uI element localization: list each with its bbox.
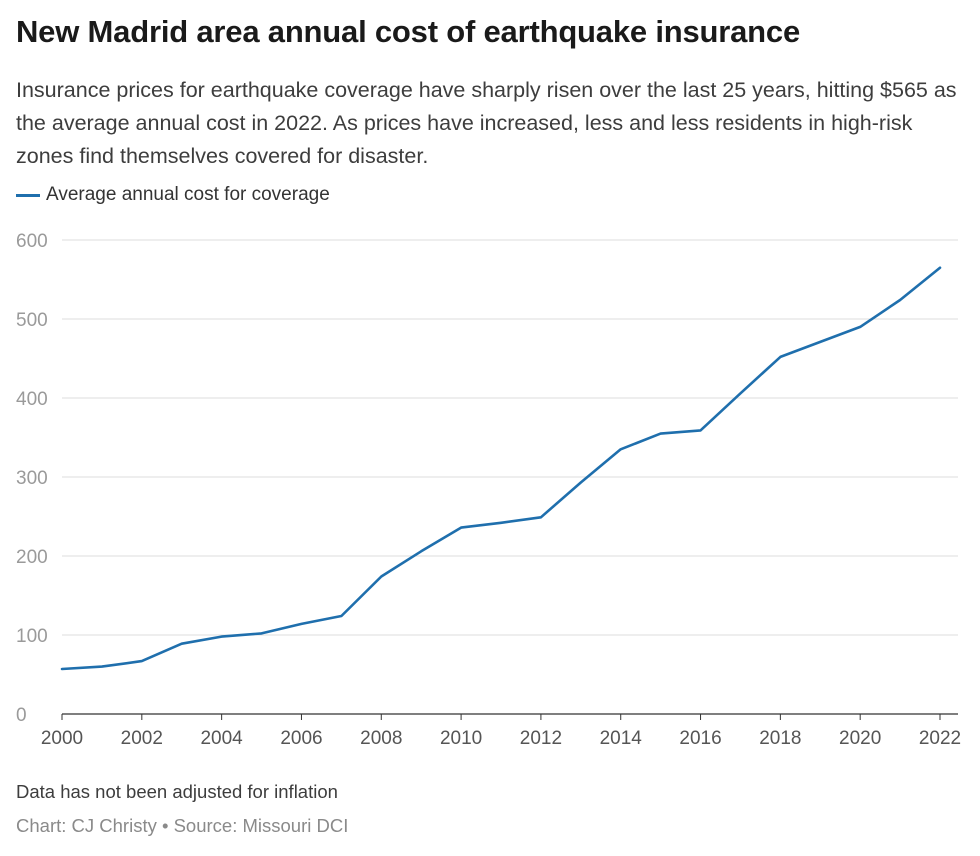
x-tick-label: 2012 — [520, 728, 562, 749]
legend-label: Average annual cost for coverage — [46, 184, 330, 205]
series-line — [60, 266, 942, 671]
data-point — [778, 355, 782, 359]
data-point — [539, 515, 543, 519]
data-point — [459, 526, 463, 530]
x-tick-label: 2000 — [41, 728, 83, 749]
y-tick-label: 500 — [16, 310, 48, 331]
x-tick-label: 2010 — [440, 728, 482, 749]
data-point — [699, 428, 703, 432]
data-point — [300, 622, 304, 626]
x-tick-label: 2016 — [679, 728, 721, 749]
x-tick-label: 2004 — [200, 728, 243, 749]
data-point — [898, 298, 902, 302]
footer-credit: Chart: CJ Christy • Source: Missouri DCI — [16, 815, 349, 836]
legend: Average annual cost for coverage — [16, 184, 330, 206]
y-tick-label: 100 — [16, 626, 48, 647]
line-chart: 0 100 200 300 400 500 600 2000 2002 2004 2006 2008 2… — [16, 231, 961, 749]
data-point — [60, 667, 64, 671]
y-tick-label: 300 — [16, 468, 48, 489]
x-tick-label: 2022 — [919, 728, 961, 749]
data-point — [619, 447, 623, 451]
x-tick-label: 2002 — [121, 728, 163, 749]
data-point — [379, 575, 383, 579]
data-point — [180, 642, 184, 646]
data-point — [140, 659, 144, 663]
chart-subtitle: Insurance prices for earthquake coverage… — [16, 78, 957, 168]
y-tick-label: 600 — [16, 231, 48, 252]
data-point — [579, 481, 583, 485]
data-point — [739, 391, 743, 395]
legend-line-swatch — [16, 193, 40, 197]
data-point — [260, 631, 264, 635]
data-point — [100, 665, 104, 669]
data-point — [419, 549, 423, 553]
x-tick-label: 2006 — [280, 728, 322, 749]
x-tick-label: 2020 — [839, 728, 881, 749]
data-point — [220, 635, 224, 639]
data-point — [499, 521, 503, 525]
data-point — [938, 266, 942, 270]
x-tick-label: 2014 — [600, 728, 643, 749]
footer-note: Data has not been adjusted for inflation — [16, 781, 338, 802]
x-tick-label: 2018 — [759, 728, 801, 749]
y-tick-label: 0 — [16, 705, 27, 726]
y-tick-label: 400 — [16, 389, 48, 410]
data-point — [818, 340, 822, 344]
data-point — [858, 325, 862, 329]
chart-title: New Madrid area annual cost of earthquak… — [16, 14, 800, 49]
data-point — [339, 614, 343, 618]
x-tick-label: 2008 — [360, 728, 402, 749]
data-point — [659, 432, 663, 436]
y-tick-label: 200 — [16, 547, 48, 568]
